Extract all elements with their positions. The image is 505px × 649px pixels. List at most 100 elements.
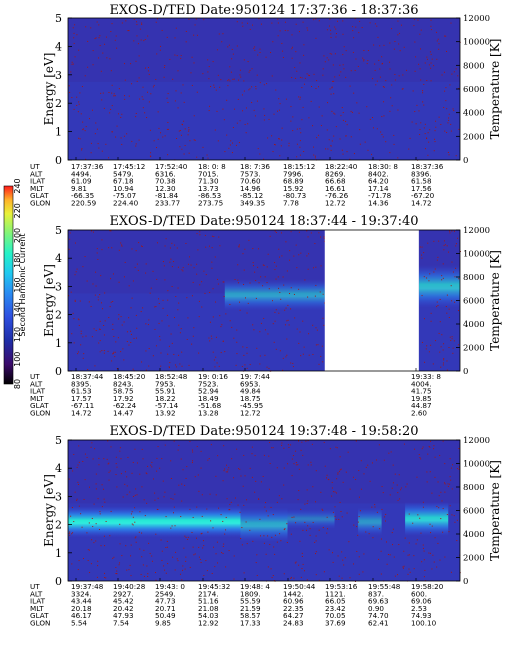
noise-dot bbox=[176, 138, 178, 140]
y2-axis-label: Temperature [K] bbox=[488, 250, 502, 351]
table-cell: 22.35 bbox=[283, 604, 304, 613]
noise-dot bbox=[274, 262, 276, 264]
noise-dot bbox=[366, 106, 368, 108]
noise-dot bbox=[279, 155, 281, 157]
table-cell: 19:58:20 bbox=[411, 582, 444, 591]
noise-dot bbox=[244, 297, 246, 299]
noise-dot bbox=[264, 354, 266, 356]
noise-dot bbox=[226, 134, 228, 136]
noise-dot bbox=[276, 541, 278, 543]
noise-dot bbox=[360, 488, 362, 490]
noise-dot bbox=[189, 140, 191, 142]
noise-dot bbox=[173, 506, 175, 508]
noise-dot bbox=[116, 47, 118, 49]
noise-dot bbox=[289, 259, 291, 261]
noise-dot bbox=[286, 354, 288, 356]
noise-dot bbox=[215, 475, 217, 477]
noise-dot bbox=[206, 570, 208, 572]
noise-dot bbox=[335, 446, 337, 448]
noise-dot bbox=[346, 124, 348, 126]
noise-dot bbox=[277, 276, 279, 278]
noise-dot bbox=[457, 344, 459, 346]
noise-dot bbox=[255, 562, 257, 564]
noise-dot bbox=[172, 512, 174, 514]
y2-tick-label: 6000 bbox=[463, 85, 485, 95]
noise-dot bbox=[182, 469, 184, 471]
noise-dot bbox=[177, 309, 179, 311]
noise-dot bbox=[136, 462, 138, 464]
noise-dot bbox=[199, 231, 201, 233]
noise-dot bbox=[254, 46, 256, 48]
noise-dot bbox=[232, 53, 234, 55]
noise-dot bbox=[184, 535, 186, 537]
noise-dot bbox=[429, 471, 431, 473]
noise-dot bbox=[307, 29, 309, 31]
noise-dot bbox=[94, 294, 96, 296]
noise-dot bbox=[315, 266, 317, 268]
noise-dot bbox=[135, 60, 137, 62]
y2-tick-label: 4000 bbox=[463, 109, 485, 119]
noise-dot bbox=[103, 350, 105, 352]
noise-dot bbox=[320, 265, 322, 267]
noise-dot bbox=[116, 466, 118, 468]
noise-dot bbox=[90, 152, 92, 154]
noise-dot bbox=[279, 30, 281, 32]
noise-dot bbox=[383, 101, 385, 103]
noise-dot bbox=[113, 556, 115, 558]
table-cell: 74.93 bbox=[411, 611, 432, 620]
noise-dot bbox=[80, 330, 82, 332]
noise-dot bbox=[414, 448, 416, 450]
table-cell: 18:22:40 bbox=[325, 162, 358, 171]
noise-dot bbox=[263, 84, 265, 86]
noise-dot bbox=[111, 92, 113, 94]
noise-dot bbox=[87, 40, 89, 42]
noise-dot bbox=[155, 345, 157, 347]
table-cell: 50.49 bbox=[155, 611, 176, 620]
noise-dot bbox=[224, 351, 226, 353]
noise-dot bbox=[177, 70, 179, 72]
noise-dot bbox=[280, 298, 282, 300]
noise-dot bbox=[450, 130, 452, 132]
noise-dot bbox=[398, 544, 400, 546]
noise-dot bbox=[224, 533, 226, 535]
noise-dot bbox=[441, 275, 443, 277]
noise-dot bbox=[91, 517, 93, 519]
table-cell: 13.92 bbox=[155, 409, 176, 418]
noise-dot bbox=[306, 489, 308, 491]
noise-dot bbox=[300, 132, 302, 134]
noise-dot bbox=[330, 149, 332, 151]
table-cell: -71.78 bbox=[368, 191, 392, 200]
noise-dot bbox=[336, 20, 338, 22]
noise-dot bbox=[393, 134, 395, 136]
noise-dot bbox=[328, 59, 330, 61]
noise-dot bbox=[213, 84, 215, 86]
noise-dot bbox=[121, 555, 123, 557]
noise-dot bbox=[407, 554, 409, 556]
noise-dot bbox=[354, 580, 356, 582]
noise-dot bbox=[440, 518, 442, 520]
noise-dot bbox=[237, 468, 239, 470]
noise-dot bbox=[417, 19, 419, 21]
noise-dot bbox=[325, 477, 327, 479]
noise-dot bbox=[315, 470, 317, 472]
noise-dot bbox=[104, 43, 106, 45]
table-cell: 19:48: 4 bbox=[240, 582, 270, 591]
noise-dot bbox=[248, 89, 250, 91]
table-cell: 44.87 bbox=[411, 401, 432, 410]
noise-dot bbox=[93, 503, 95, 505]
noise-dot bbox=[222, 340, 224, 342]
noise-dot bbox=[179, 332, 181, 334]
noise-dot bbox=[170, 527, 172, 529]
noise-dot bbox=[274, 553, 276, 555]
noise-dot bbox=[77, 351, 79, 353]
noise-dot bbox=[121, 244, 123, 246]
noise-dot bbox=[453, 71, 455, 73]
noise-dot bbox=[132, 280, 134, 282]
noise-dot bbox=[258, 282, 260, 284]
noise-dot bbox=[271, 577, 273, 579]
noise-dot bbox=[346, 151, 348, 153]
noise-dot bbox=[186, 338, 188, 340]
noise-dot bbox=[98, 457, 100, 459]
table-row-label: UT bbox=[30, 372, 40, 381]
noise-dot bbox=[451, 300, 453, 302]
